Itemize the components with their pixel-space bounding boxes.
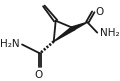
- Polygon shape: [54, 27, 75, 41]
- Text: H₂N: H₂N: [0, 39, 20, 49]
- Text: NH₂: NH₂: [100, 28, 119, 38]
- Text: O: O: [96, 7, 104, 17]
- Polygon shape: [72, 22, 87, 30]
- Text: O: O: [35, 70, 43, 80]
